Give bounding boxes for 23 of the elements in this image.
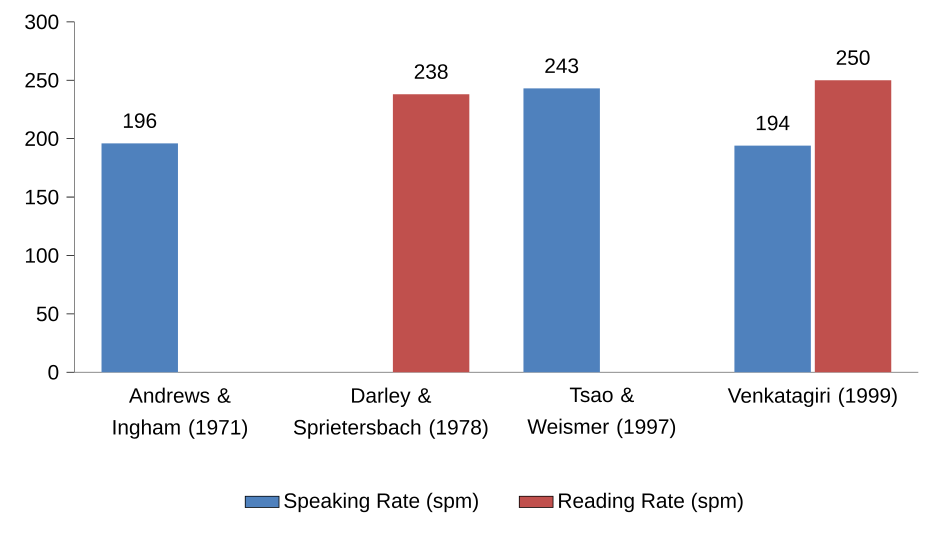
y-tick-label: 250	[25, 72, 58, 88]
data-label: 243	[545, 58, 578, 74]
bar	[102, 143, 178, 372]
data-label: 194	[756, 116, 790, 130]
bar	[814, 80, 892, 372]
y-tick-label: 100	[26, 248, 58, 263]
y-tick-label: 300	[25, 14, 58, 30]
x-tick-label: Venkatagiri (1999)	[728, 388, 897, 407]
y-tick-label: 200	[25, 131, 58, 146]
bar	[734, 146, 811, 372]
y-tick-label: 0	[48, 364, 58, 380]
data-label: 238	[414, 64, 448, 79]
bar	[392, 94, 470, 372]
y-tick-label: 150	[26, 190, 58, 204]
data-label: 196	[124, 113, 156, 128]
x-tick-label: Darley & Sprietersbach (1978)	[294, 388, 488, 439]
x-tick-label: Andrews & Ingham (1971)	[113, 388, 247, 439]
y-tick-label: 50	[36, 306, 58, 322]
legend-label: Speaking Rate (spm)	[284, 492, 478, 512]
legend-label: Reading Rate (spm)	[559, 492, 743, 512]
data-label: 250	[836, 50, 870, 65]
x-tick-label: Tsao & Weismer (1997)	[527, 388, 676, 438]
bar	[523, 88, 600, 372]
